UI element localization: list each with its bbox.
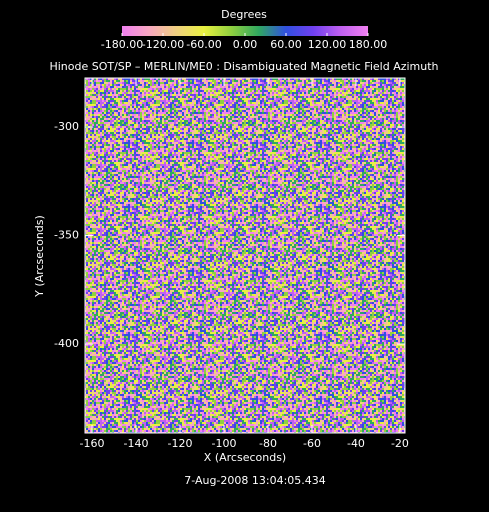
x-axis-label: X (Arcseconds): [204, 451, 286, 464]
y-axis-label: Y (Arcseconds): [33, 215, 46, 298]
colorbar-tick-label: 180.00: [349, 38, 388, 51]
y-tick-label: -350: [54, 229, 79, 242]
y-tick-label: -400: [54, 337, 79, 350]
colorbar-title: Degrees: [221, 8, 267, 21]
x-tick-label: -140: [124, 437, 149, 450]
x-tick-label: -160: [80, 437, 105, 450]
x-tick-label: -20: [391, 437, 409, 450]
azimuth-image: [85, 78, 405, 433]
x-tick-label: -60: [303, 437, 321, 450]
date-label: 7-Aug-2008 13:04:05.434: [184, 474, 326, 487]
x-tick-label: -40: [347, 437, 365, 450]
colorbar-tick-label: 60.00: [270, 38, 302, 51]
colorbar: [122, 26, 368, 36]
chart-title: Hinode SOT/SP – MERLIN/ME0 : Disambiguat…: [49, 60, 438, 73]
x-tick-label: -120: [168, 437, 193, 450]
colorbar-tick-label: -120.00: [142, 38, 184, 51]
x-tick-label: -80: [259, 437, 277, 450]
x-tick-label: -100: [212, 437, 237, 450]
colorbar-tick-label: -60.00: [186, 38, 221, 51]
colorbar-tick-label: -180.00: [101, 38, 143, 51]
y-tick-label: -300: [54, 120, 79, 133]
colorbar-tick-label: 120.00: [308, 38, 347, 51]
colorbar-tick-label: 0.00: [233, 38, 258, 51]
plot-frame: [84, 77, 406, 434]
